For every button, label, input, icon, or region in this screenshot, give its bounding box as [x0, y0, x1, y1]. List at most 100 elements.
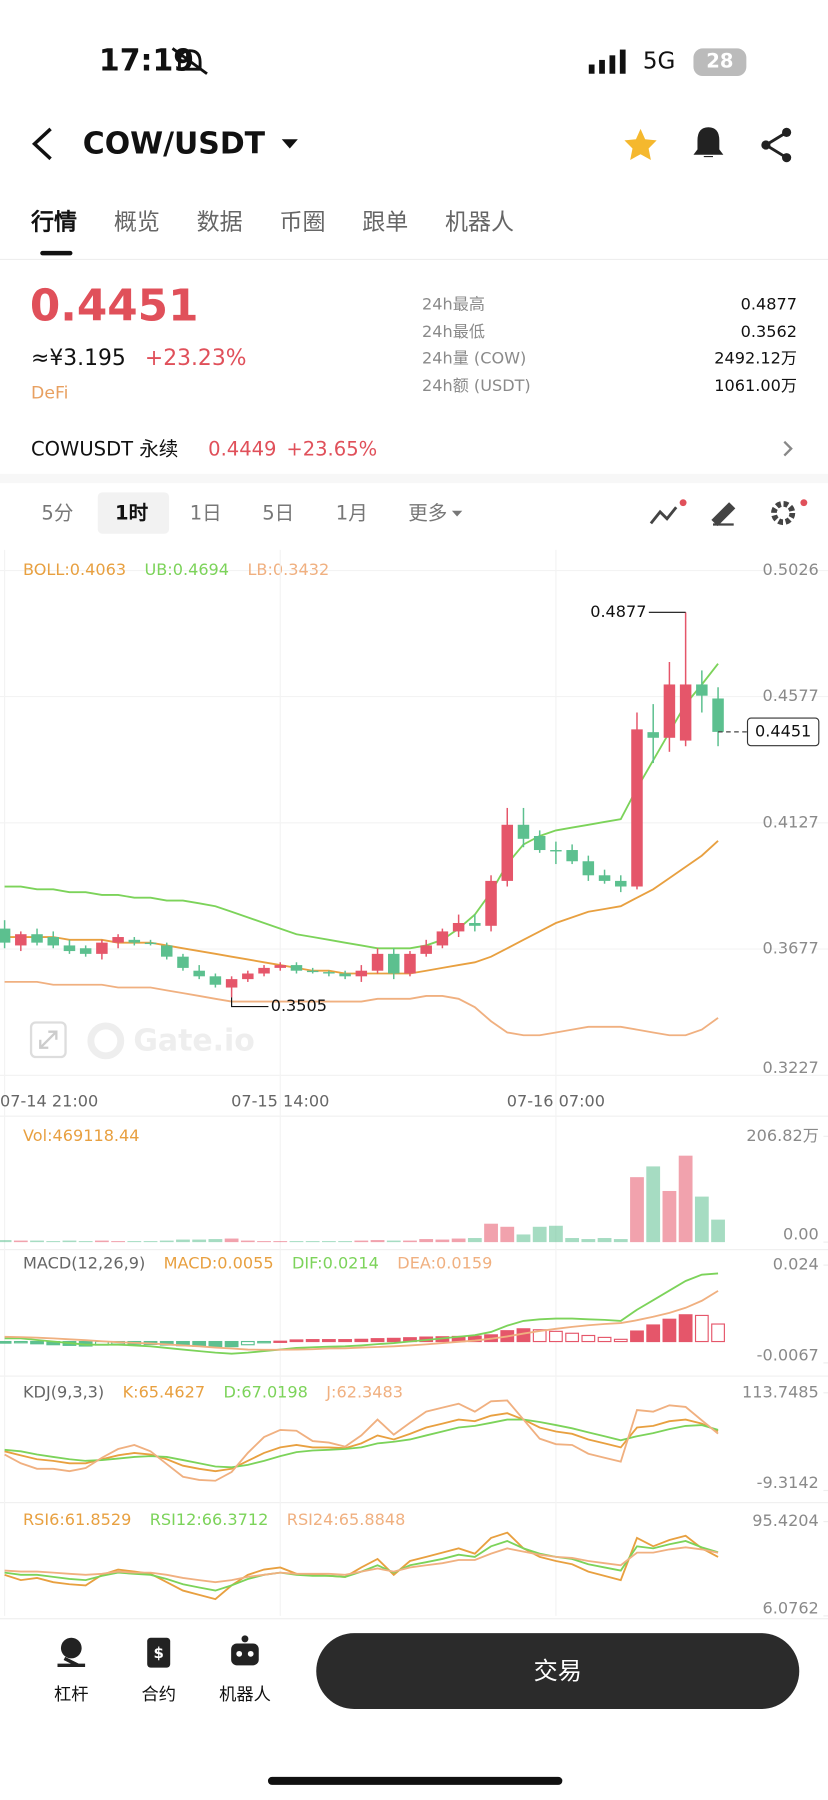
volume-bar — [597, 1238, 612, 1243]
indicator-line — [4, 1412, 719, 1473]
candle-body — [274, 965, 287, 968]
fullscreen-button[interactable] — [29, 1021, 67, 1059]
indicator-line — [4, 1399, 719, 1482]
watermark-text: Gate.io — [133, 1024, 254, 1059]
stat-label: 24h额 (USDT) — [422, 376, 531, 395]
tab[interactable]: 跟单 — [362, 210, 408, 236]
candle-body — [696, 684, 708, 696]
candle-body — [144, 942, 157, 945]
watermark: Gate.io — [29, 1021, 255, 1060]
y-tick-label: 0.3227 — [762, 1058, 818, 1077]
volume-bar — [711, 1219, 725, 1243]
settings-button[interactable] — [771, 500, 796, 526]
candle-body — [533, 835, 546, 851]
interval-option[interactable]: 1时 — [115, 502, 149, 525]
macd-bar — [630, 1330, 644, 1343]
interval-option[interactable]: 1日 — [190, 502, 222, 525]
legend-label: RSI12:66.3712 — [150, 1510, 269, 1529]
y-tick-label: 6.0762 — [762, 1598, 818, 1617]
back-button[interactable] — [31, 127, 52, 161]
candle-body — [436, 931, 449, 946]
volume-bar — [224, 1238, 239, 1243]
nav-item[interactable]: 杠杆 — [54, 1637, 89, 1706]
pair-title[interactable]: COW/USDT — [83, 127, 266, 162]
volume-bar — [451, 1238, 466, 1243]
macd-bar — [597, 1336, 612, 1343]
candle-body — [209, 976, 222, 985]
share-button[interactable] — [761, 127, 792, 163]
current-price: 0.4451 — [755, 721, 811, 740]
volume-bar — [565, 1238, 580, 1243]
legend-label: Vol:469118.44 — [23, 1126, 140, 1145]
tabs: 行情 概览 数据 币圈 跟单 机器人 — [0, 209, 828, 261]
candle-body — [177, 956, 189, 968]
tab[interactable]: 机器人 — [445, 210, 514, 236]
macd-bar — [386, 1337, 401, 1343]
volume-bar — [111, 1241, 126, 1243]
volume-bar — [30, 1240, 44, 1243]
volume-bar — [143, 1241, 158, 1243]
candle-body — [242, 973, 254, 980]
alert-bell[interactable] — [693, 127, 724, 158]
interval-option[interactable]: 1月 — [336, 502, 368, 525]
candle-body — [258, 967, 270, 974]
candle-body — [712, 698, 724, 732]
icon-glyph: $ — [153, 1644, 163, 1662]
volume-bar — [500, 1226, 515, 1243]
interval-option[interactable]: 5日 — [262, 502, 294, 525]
panel-divider — [0, 1115, 828, 1117]
volume-bar — [0, 1240, 12, 1243]
badge — [679, 499, 687, 507]
volume-bar — [273, 1241, 288, 1243]
candle-body — [485, 880, 497, 926]
indicator-button[interactable] — [649, 506, 678, 525]
macd-bar — [0, 1340, 12, 1344]
interval-option[interactable]: 5分 — [41, 502, 73, 525]
volume-bar — [78, 1241, 93, 1243]
macd-bar — [354, 1338, 369, 1343]
tab[interactable]: 概览 — [114, 210, 160, 236]
nav-label: 杠杆 — [54, 1685, 89, 1705]
candle-body — [582, 861, 595, 876]
volume-bar — [630, 1177, 644, 1243]
perpetual-row[interactable]: COWUSDT 永续 0.4449 +23.65% — [31, 437, 793, 460]
interval-option[interactable]: 更多 — [408, 502, 447, 525]
nav-label: 合约 — [141, 1685, 176, 1705]
tab[interactable]: 数据 — [197, 210, 243, 236]
legend-label: MACD:0.0055 — [164, 1253, 274, 1272]
nav-item[interactable]: $ 合约 — [141, 1637, 176, 1706]
nav-label: 机器人 — [219, 1685, 271, 1705]
candle-body — [631, 729, 643, 887]
low-label: 0.3505 — [271, 996, 327, 1015]
candle-body — [128, 939, 141, 943]
macd-bar — [711, 1323, 725, 1343]
network: 5G — [643, 49, 675, 75]
volume-bar — [338, 1241, 353, 1243]
candle-body — [63, 945, 76, 952]
candle-body — [31, 934, 43, 943]
macd-bar — [662, 1318, 677, 1343]
pair-dropdown[interactable] — [281, 139, 298, 149]
tab[interactable]: 币圈 — [279, 210, 325, 236]
macd-bar — [338, 1339, 353, 1343]
stat-value: 2492.12万 — [714, 348, 797, 367]
panel-divider — [0, 1502, 828, 1504]
sector-tag[interactable]: DeFi — [31, 383, 68, 403]
candle-body — [371, 953, 384, 971]
favorite-star[interactable] — [624, 128, 657, 160]
volume-bar — [322, 1241, 336, 1243]
macd-bar — [240, 1340, 255, 1346]
tab[interactable]: 行情 — [30, 209, 77, 236]
trade-button[interactable] — [316, 1633, 800, 1710]
candle-body — [598, 875, 611, 881]
draw-button[interactable] — [711, 502, 736, 527]
candle-body — [96, 942, 108, 954]
candle-body — [663, 684, 676, 738]
panel-divider — [0, 1249, 828, 1251]
volume-bar — [176, 1239, 190, 1243]
stat-label: 24h最低 — [422, 322, 485, 341]
nav-item[interactable]: 机器人 — [219, 1635, 271, 1705]
volume-bar — [467, 1238, 482, 1243]
candle-body — [0, 928, 11, 943]
high-label: 0.4877 — [590, 602, 646, 621]
